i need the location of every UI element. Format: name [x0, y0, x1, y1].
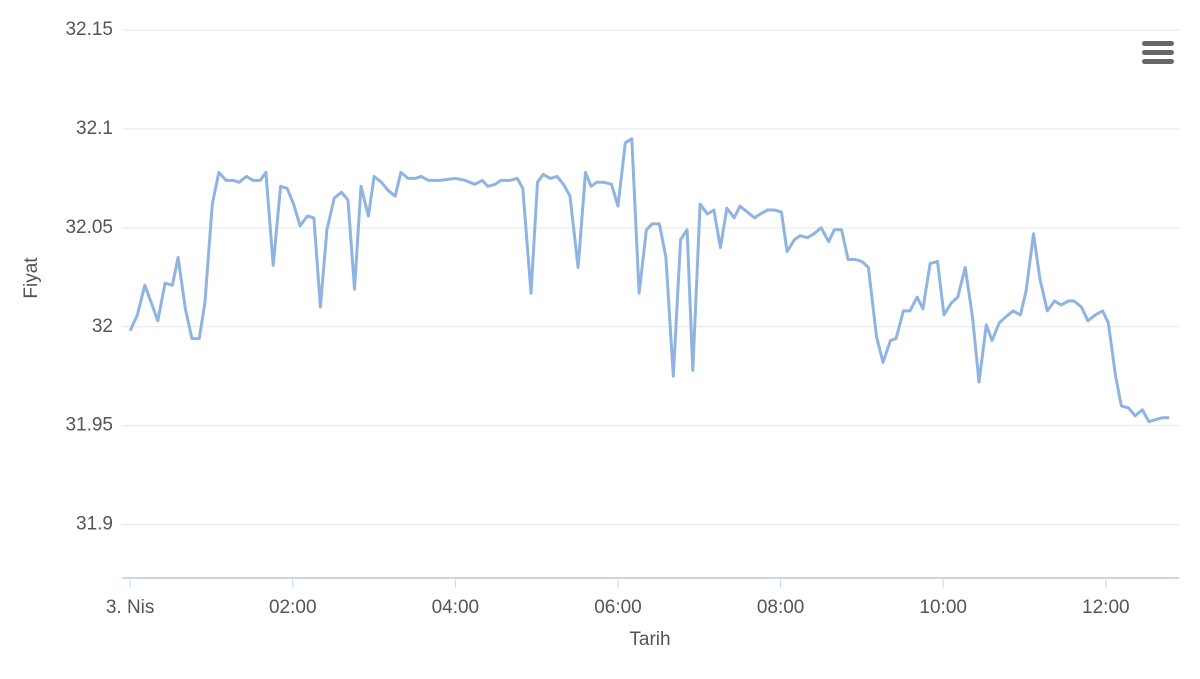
x-tick-label: 10:00	[919, 597, 967, 618]
x-tick-label: 02:00	[269, 597, 317, 618]
menu-bar[interactable]	[1142, 59, 1174, 64]
menu-bar[interactable]	[1142, 41, 1174, 46]
y-axis-title: Fiyat	[21, 257, 42, 299]
price-line	[128, 137, 1170, 424]
y-tick-label: 31.9	[76, 514, 113, 535]
x-tick-label: 3. Nis	[106, 597, 155, 618]
y-tick-label: 32.05	[65, 217, 113, 238]
x-tick-label: 12:00	[1082, 597, 1130, 618]
y-tick-label: 32.1	[76, 118, 113, 139]
menu-button[interactable]	[1142, 41, 1174, 64]
x-tick-label: 04:00	[432, 597, 480, 618]
x-tick-label: 08:00	[757, 597, 805, 618]
x-tick-label: 06:00	[594, 597, 642, 618]
menu-bar[interactable]	[1142, 50, 1174, 55]
y-tick-label: 32	[92, 316, 113, 337]
y-tick-label: 32.15	[65, 19, 113, 40]
x-axis-title: Tarih	[629, 629, 670, 650]
y-tick-label: 31.95	[65, 415, 113, 436]
